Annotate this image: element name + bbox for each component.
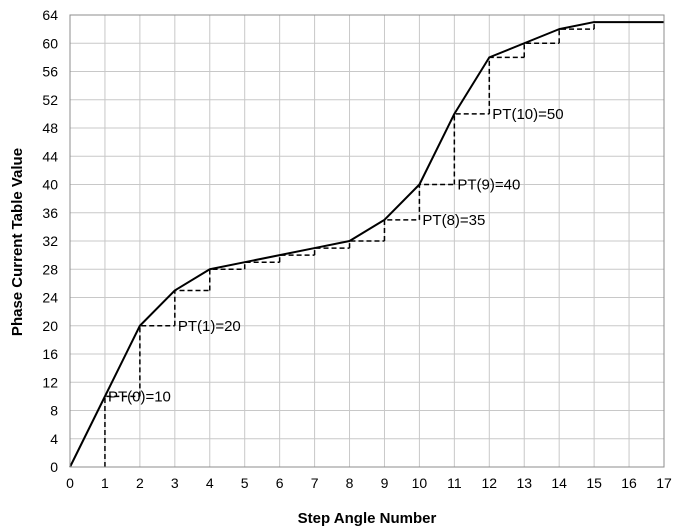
x-tick-label: 5 bbox=[241, 475, 249, 491]
x-tick-label: 2 bbox=[136, 475, 144, 491]
grid-layer bbox=[69, 14, 665, 468]
y-tick-label: 44 bbox=[42, 148, 58, 164]
x-tick-label: 3 bbox=[171, 475, 179, 491]
y-tick-label: 12 bbox=[42, 374, 58, 390]
plot-frame bbox=[69, 14, 665, 468]
x-tick-label: 11 bbox=[447, 475, 462, 491]
x-tick-label: 9 bbox=[381, 475, 389, 491]
y-tick-label: 32 bbox=[42, 233, 58, 249]
x-tick-label: 14 bbox=[551, 475, 567, 491]
x-tick-label: 0 bbox=[66, 475, 74, 491]
solid-line-series bbox=[69, 21, 664, 468]
annotation-label: PT(10)=50 bbox=[492, 106, 563, 123]
y-tick-label: 24 bbox=[42, 290, 58, 306]
x-tick-label: 7 bbox=[311, 475, 319, 491]
annotation-label: PT(9)=40 bbox=[457, 177, 520, 194]
y-tick-label: 36 bbox=[42, 205, 58, 221]
x-tick-label: 8 bbox=[346, 475, 354, 491]
annotation-label: PT(8)=35 bbox=[422, 212, 485, 229]
annotations: PT(0)=10 PT(1)=20 PT(8)=35 PT(9)=40 PT(10)=5… bbox=[108, 106, 564, 406]
y-tick-label: 16 bbox=[42, 346, 58, 362]
plot-border bbox=[69, 14, 665, 468]
x-tick-label: 17 bbox=[656, 475, 672, 491]
annotation-label: PT(1)=20 bbox=[178, 318, 241, 335]
tick-labels: 0 1 2 3 4 5 6 7 8 9 10 11 12 13 14 15 16 1704812162024283… bbox=[42, 7, 672, 491]
y-tick-label: 0 bbox=[50, 459, 58, 475]
x-tick-label: 16 bbox=[621, 475, 637, 491]
x-tick-label: 13 bbox=[516, 475, 532, 491]
y-tick-label: 4 bbox=[50, 431, 58, 447]
x-tick-label: 4 bbox=[206, 475, 214, 491]
x-tick-label: 6 bbox=[276, 475, 284, 491]
y-axis-title: Phase Current Table Value bbox=[9, 148, 26, 336]
annotation-label: PT(0)=10 bbox=[108, 388, 171, 405]
x-tick-label: 15 bbox=[586, 475, 602, 491]
x-tick-label: 12 bbox=[482, 475, 498, 491]
y-tick-label: 60 bbox=[42, 35, 58, 51]
y-tick-label: 56 bbox=[42, 64, 58, 80]
y-tick-label: 64 bbox=[42, 7, 58, 23]
series-line bbox=[69, 21, 664, 468]
y-tick-label: 52 bbox=[42, 92, 58, 108]
y-tick-label: 20 bbox=[42, 318, 58, 334]
x-axis-title: Step Angle Number bbox=[298, 510, 437, 527]
x-tick-label: 1 bbox=[101, 475, 109, 491]
y-tick-label: 40 bbox=[42, 177, 58, 193]
x-tick-label: 10 bbox=[412, 475, 428, 491]
y-tick-label: 48 bbox=[42, 120, 58, 136]
y-tick-label: 28 bbox=[42, 261, 58, 277]
y-tick-label: 8 bbox=[50, 403, 58, 419]
